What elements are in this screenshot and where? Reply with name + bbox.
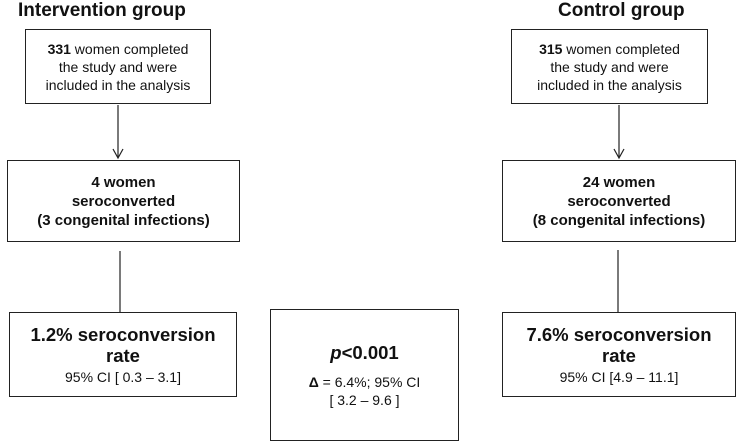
intervention-rate-ci: 95% CI [ 0.3 – 3.1] [65, 368, 181, 385]
p-symbol: p [330, 341, 342, 363]
intervention-seroconverted-line2: seroconverted [71, 192, 176, 210]
intervention-arrow-head [112, 148, 124, 160]
control-rate-box: 7.6% seroconversion rate 95% CI [4.9 – 1… [502, 312, 736, 397]
intervention-completed-line2: the study and were [58, 58, 178, 75]
control-group-heading: Control group [558, 0, 685, 21]
control-seroconverted-line2: seroconverted [567, 192, 671, 210]
intervention-completed-line1: 331 women completed [48, 40, 189, 58]
intervention-completed-count: 331 [47, 40, 71, 57]
p-value-line: p<0.001 [330, 342, 398, 363]
control-rate-ci: 95% CI [4.9 – 11.1] [559, 368, 679, 385]
control-seroconverted-line1: 24 women [582, 173, 656, 191]
delta-text: = 6.4%; 95% CI [318, 373, 421, 390]
control-completed-box: 315 women completed the study and were i… [511, 29, 708, 104]
intervention-completed-text: women completed [70, 40, 189, 57]
delta-line: Δ = 6.4%; 95% CI [309, 373, 421, 391]
intervention-seroconverted-line3: (3 congenital infections) [37, 211, 210, 229]
control-completed-line3: included in the analysis [537, 76, 682, 93]
control-seroconverted-box: 24 women seroconverted (8 congenital inf… [502, 160, 736, 242]
intervention-completed-box: 331 women completed the study and were i… [25, 29, 211, 104]
intervention-completed-line3: included in the analysis [45, 76, 191, 93]
control-rate-label-2: rate [602, 344, 636, 366]
control-completed-line2: the study and were [550, 58, 669, 75]
control-completed-text: women completed [562, 40, 680, 57]
intervention-seroconverted-line1: 4 women [91, 173, 156, 191]
control-completed-count: 315 [539, 40, 563, 57]
p-value-box: p<0.001 Δ = 6.4%; 95% CI [ 3.2 – 9.6 ] [270, 309, 459, 441]
control-arrow-head [613, 148, 625, 160]
control-rate-label: 7.6% seroconversion [526, 323, 712, 345]
p-value: <0.001 [341, 341, 399, 363]
delta-symbol: Δ [308, 373, 319, 390]
delta-ci: [ 3.2 – 9.6 ] [329, 391, 400, 408]
intervention-rate-box: 1.2% seroconversion rate 95% CI [ 0.3 – … [9, 312, 237, 397]
intervention-rate-label: 1.2% seroconversion [30, 323, 216, 345]
control-seroconverted-line3: (8 congenital infections) [532, 211, 706, 229]
intervention-rate-label-2: rate [106, 344, 140, 366]
intervention-seroconverted-box: 4 women seroconverted (3 congenital infe… [7, 160, 240, 242]
control-completed-line1: 315 women completed [539, 40, 680, 58]
intervention-group-heading: Intervention group [18, 0, 186, 21]
